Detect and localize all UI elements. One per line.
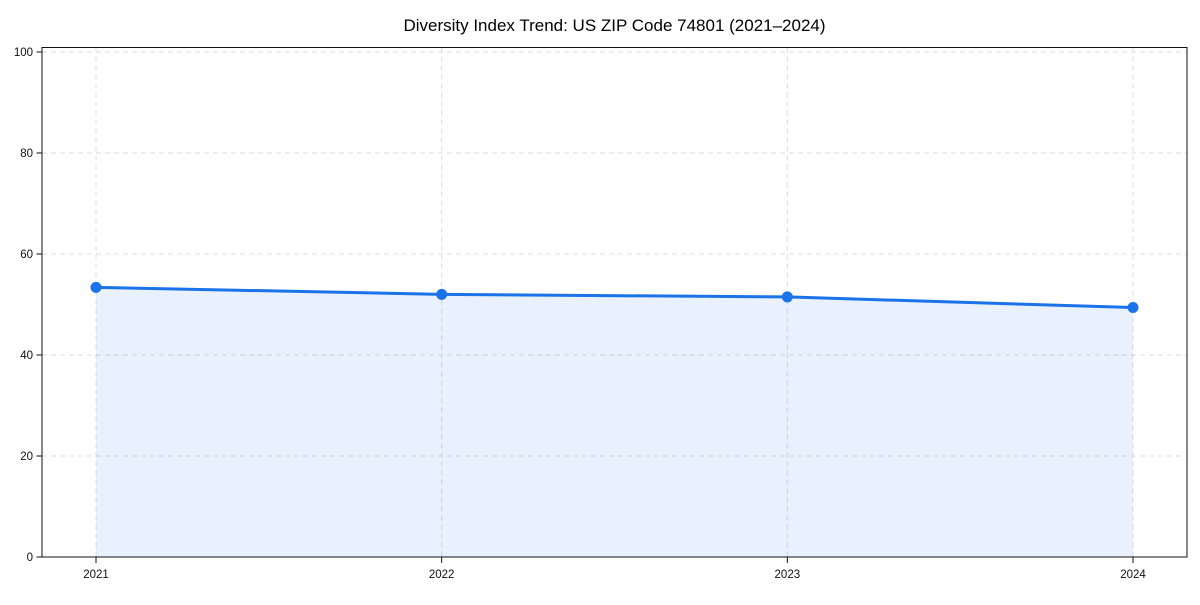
y-tick-label: 40 <box>20 350 33 362</box>
x-tick-label: 2021 <box>83 569 109 581</box>
data-point <box>1127 302 1139 314</box>
plot-area: 0 20 40 60 80 100 2021 2022 2023 2024 <box>14 47 1188 581</box>
chart-title: Diversity Index Trend: US ZIP Code 74801… <box>403 16 825 35</box>
trend-line <box>94 285 1135 310</box>
x-tick-label: 2022 <box>429 569 455 581</box>
data-point <box>781 291 793 303</box>
data-point <box>436 288 448 300</box>
y-tick-label: 100 <box>14 47 33 59</box>
x-tick-label: 2023 <box>775 569 801 581</box>
area-fill <box>96 287 1133 557</box>
data-point <box>90 281 102 293</box>
y-tick-label: 0 <box>27 552 33 564</box>
x-tick-label: 2024 <box>1120 569 1146 581</box>
plot-border <box>41 47 1188 558</box>
y-tick-label: 80 <box>20 148 33 160</box>
y-tick-label: 20 <box>20 451 33 463</box>
y-tick-label: 60 <box>20 249 33 261</box>
